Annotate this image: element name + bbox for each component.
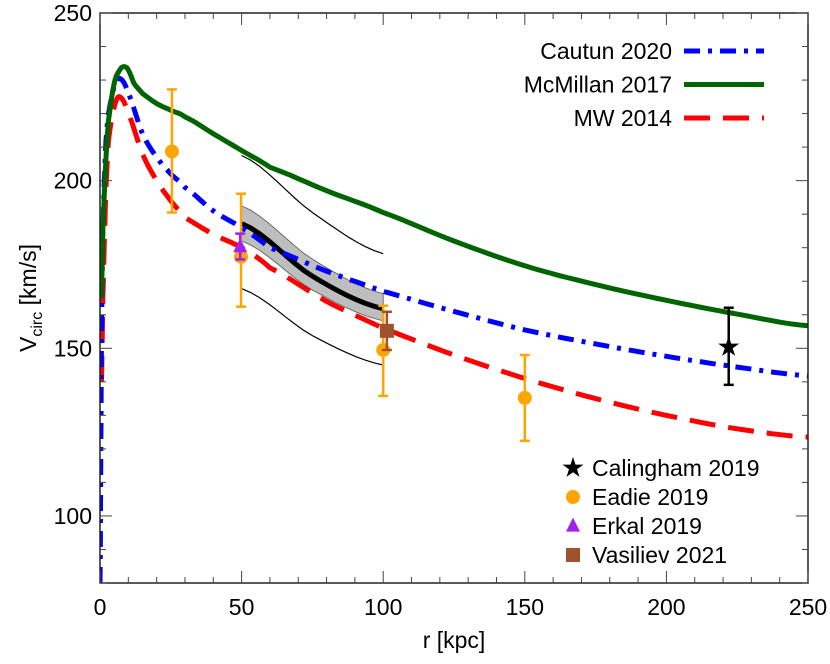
x-tick-label: 200 [647,594,685,620]
band-group [240,154,384,366]
x-tick-label: 50 [229,594,255,620]
y-axis-label: Vcirc [km/s] [15,244,46,352]
legend: Cautun 2020 McMillan 2017 MW 2014 Calingham… [524,38,764,568]
y-axis-label-unit: [km/s] [15,244,41,312]
axes-group: 0 50 100 150 200 250 100 150 200 250 [54,0,828,620]
x-tick-label: 150 [506,594,544,620]
x-tick-label: 100 [364,594,402,620]
data-point-triangle [233,238,248,253]
band-outer-lower-line [241,288,384,366]
points-group [164,88,740,443]
plot-frame [99,12,809,584]
legend-marker-triangle [566,517,580,532]
legend-marker-square [566,548,580,562]
series-line-mw-2014 [100,93,808,440]
legend-label: MW 2014 [574,105,673,131]
data-point-circle [164,144,179,159]
y-tick-label: 150 [54,335,92,361]
y-tick-label: 200 [54,168,92,194]
series-group [100,64,808,583]
legend-marker-circle [566,490,580,504]
y-axis-label-main: V [15,336,41,352]
legend-label: Calingham 2019 [592,455,760,481]
data-point-star [718,336,740,356]
data-point-square [379,323,394,338]
legend-marker-star [562,457,584,477]
legend-label: Cautun 2020 [540,38,672,64]
legend-label: McMillan 2017 [524,72,672,98]
x-tick-label: 0 [94,594,107,620]
y-tick-label: 100 [54,503,92,529]
series-line-cautun-2020 [100,75,808,583]
x-tick-label: 250 [789,594,827,620]
legend-label: Eadie 2019 [592,484,708,510]
series-line-mcmillan-2017 [100,64,808,329]
x-axis-label: r [kpc] [423,627,486,653]
y-axis-label-sub: circ [29,312,46,337]
legend-label: Vasiliev 2021 [592,542,727,568]
band-outer-upper-line [241,154,384,255]
data-point-circle [517,390,532,405]
band-center-line [240,221,384,312]
y-tick-label: 250 [54,0,92,26]
legend-label: Erkal 2019 [592,513,702,539]
